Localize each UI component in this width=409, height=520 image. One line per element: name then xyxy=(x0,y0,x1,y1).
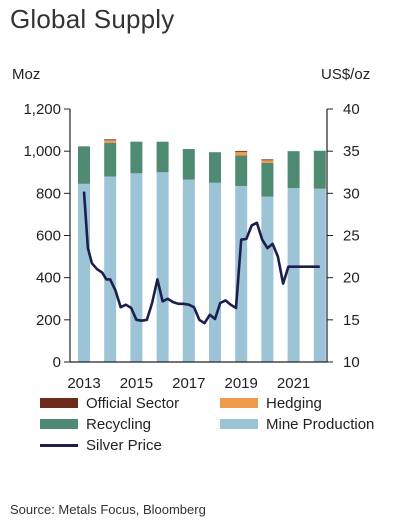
mine-production-bar xyxy=(156,172,169,362)
x-tick-label: 2019 xyxy=(225,375,258,392)
silver-price-line xyxy=(82,191,320,325)
legend-silver-price: Silver Price xyxy=(40,435,220,455)
left-tick-label: 600 xyxy=(36,228,61,245)
official-sector-bar xyxy=(261,159,274,161)
hedging-bar xyxy=(261,159,274,163)
hedging-bar xyxy=(104,139,117,143)
legend-mine-production: Mine Production xyxy=(220,414,400,434)
source-note: Source: Metals Focus, Bloomberg xyxy=(10,502,206,517)
x-tick-label: 2013 xyxy=(67,375,100,392)
mine-production-bar xyxy=(261,196,274,362)
hedging-swatch xyxy=(220,398,258,408)
mine-production-bar xyxy=(287,188,300,362)
right-tick-label: 10 xyxy=(343,354,360,371)
mine-production-bar xyxy=(313,188,326,362)
legend-hedging: Hedging xyxy=(220,393,400,413)
recycling-bar xyxy=(313,150,326,189)
left-tick-label: 1,200 xyxy=(23,101,61,118)
legend-label: Silver Price xyxy=(86,436,162,454)
right-axis-unit-label: US$/oz xyxy=(321,66,371,83)
x-tick-label: 2021 xyxy=(277,375,310,392)
official-sector-swatch xyxy=(40,398,78,408)
mine-production-bar xyxy=(209,182,221,362)
recycling-bar xyxy=(156,141,169,173)
legend-label: Hedging xyxy=(266,394,322,412)
recycling-bar xyxy=(209,152,221,183)
recycling-bar xyxy=(78,146,90,184)
recycling-bar xyxy=(235,155,248,186)
mine-production-swatch xyxy=(220,419,258,429)
recycling-bar xyxy=(182,149,195,180)
hedging-bar xyxy=(235,151,248,156)
recycling-bar xyxy=(130,141,143,174)
mine-production-bar xyxy=(235,185,248,362)
x-tick-label: 2015 xyxy=(120,375,153,392)
legend-label: Mine Production xyxy=(266,415,375,433)
left-axis-unit-label: Moz xyxy=(12,66,41,83)
mine-production-bar xyxy=(182,179,195,362)
recycling-bar xyxy=(104,142,117,177)
left-tick-label: 0 xyxy=(53,354,61,371)
right-tick-label: 30 xyxy=(343,185,360,202)
left-tick-label: 200 xyxy=(36,312,61,329)
mine-production-bar xyxy=(104,176,117,362)
right-tick-label: 35 xyxy=(343,143,360,160)
legend-label: Recycling xyxy=(86,415,152,433)
mine-production-bar xyxy=(78,183,90,362)
chart-legend: Official Sector Hedging Recycling Mine P… xyxy=(40,393,400,455)
legend-label: Official Sector xyxy=(86,394,180,412)
right-tick-label: 40 xyxy=(343,101,360,118)
silver-price-swatch xyxy=(40,443,78,447)
left-tick-label: 1,000 xyxy=(23,143,61,160)
x-tick-label: 2017 xyxy=(172,375,205,392)
left-tick-label: 400 xyxy=(36,270,61,287)
left-tick-label: 800 xyxy=(36,185,61,202)
official-sector-bar xyxy=(104,139,117,141)
recycling-swatch xyxy=(40,419,78,429)
legend-official-sector: Official Sector xyxy=(40,393,220,413)
right-tick-label: 20 xyxy=(343,270,360,287)
official-sector-bar xyxy=(235,150,248,152)
recycling-bar xyxy=(261,162,274,197)
right-tick-label: 25 xyxy=(343,228,360,245)
right-tick-label: 15 xyxy=(343,312,360,329)
chart-title: Global Supply xyxy=(10,4,175,34)
recycling-bar xyxy=(287,151,300,189)
mine-production-bar xyxy=(130,173,143,362)
legend-recycling: Recycling xyxy=(40,414,220,434)
